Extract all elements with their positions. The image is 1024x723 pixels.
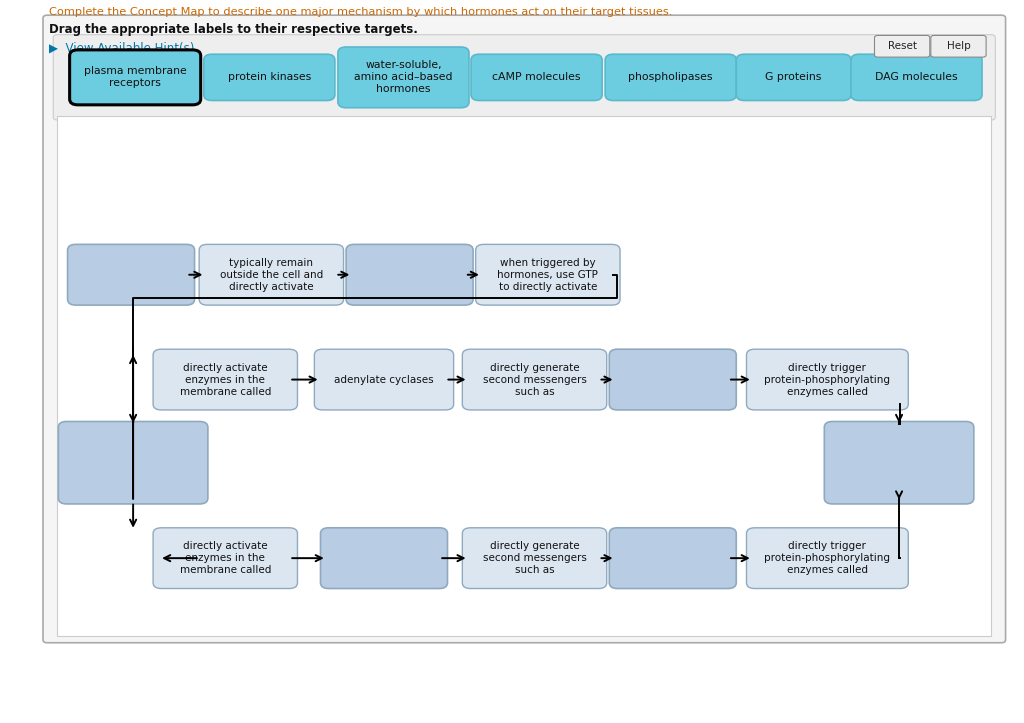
Text: Reset: Reset bbox=[888, 41, 916, 51]
Text: cAMP molecules: cAMP molecules bbox=[493, 72, 581, 82]
Text: Drag the appropriate labels to their respective targets.: Drag the appropriate labels to their res… bbox=[49, 23, 418, 36]
FancyBboxPatch shape bbox=[851, 54, 982, 100]
FancyBboxPatch shape bbox=[609, 528, 736, 589]
FancyBboxPatch shape bbox=[609, 349, 736, 410]
FancyBboxPatch shape bbox=[346, 244, 473, 305]
FancyBboxPatch shape bbox=[154, 528, 297, 589]
Text: directly generate
second messengers
such as: directly generate second messengers such… bbox=[482, 541, 587, 576]
FancyBboxPatch shape bbox=[204, 54, 335, 100]
FancyBboxPatch shape bbox=[471, 54, 602, 100]
FancyBboxPatch shape bbox=[154, 349, 297, 410]
FancyBboxPatch shape bbox=[53, 35, 995, 120]
Text: when triggered by
hormones, use GTP
to directly activate: when triggered by hormones, use GTP to d… bbox=[498, 257, 598, 292]
Text: plasma membrane
receptors: plasma membrane receptors bbox=[84, 67, 186, 88]
Text: water-soluble,
amino acid–based
hormones: water-soluble, amino acid–based hormones bbox=[354, 60, 453, 95]
FancyBboxPatch shape bbox=[321, 528, 447, 589]
FancyBboxPatch shape bbox=[314, 349, 454, 410]
Text: directly trigger
protein-phosphorylating
enzymes called: directly trigger protein-phosphorylating… bbox=[764, 362, 891, 397]
FancyBboxPatch shape bbox=[58, 422, 208, 504]
FancyBboxPatch shape bbox=[43, 15, 1006, 643]
Text: directly trigger
protein-phosphorylating
enzymes called: directly trigger protein-phosphorylating… bbox=[764, 541, 891, 576]
FancyBboxPatch shape bbox=[824, 422, 974, 504]
FancyBboxPatch shape bbox=[736, 54, 851, 100]
Text: Help: Help bbox=[946, 41, 971, 51]
FancyBboxPatch shape bbox=[70, 50, 201, 105]
Text: phospholipases: phospholipases bbox=[629, 72, 713, 82]
FancyBboxPatch shape bbox=[199, 244, 344, 305]
FancyBboxPatch shape bbox=[463, 349, 606, 410]
FancyBboxPatch shape bbox=[475, 244, 621, 305]
Text: directly activate
enzymes in the
membrane called: directly activate enzymes in the membran… bbox=[179, 541, 271, 576]
Text: protein kinases: protein kinases bbox=[227, 72, 311, 82]
Text: directly activate
enzymes in the
membrane called: directly activate enzymes in the membran… bbox=[179, 362, 271, 397]
FancyBboxPatch shape bbox=[931, 35, 986, 57]
FancyBboxPatch shape bbox=[463, 528, 606, 589]
Text: ▶  View Available Hint(s): ▶ View Available Hint(s) bbox=[49, 42, 195, 55]
Text: G proteins: G proteins bbox=[765, 72, 822, 82]
FancyBboxPatch shape bbox=[746, 349, 908, 410]
Text: directly generate
second messengers
such as: directly generate second messengers such… bbox=[482, 362, 587, 397]
Text: typically remain
outside the cell and
directly activate: typically remain outside the cell and di… bbox=[220, 257, 323, 292]
FancyBboxPatch shape bbox=[57, 116, 991, 636]
Text: DAG molecules: DAG molecules bbox=[876, 72, 957, 82]
FancyBboxPatch shape bbox=[68, 244, 195, 305]
FancyBboxPatch shape bbox=[605, 54, 736, 100]
FancyBboxPatch shape bbox=[874, 35, 930, 57]
FancyBboxPatch shape bbox=[746, 528, 908, 589]
Text: adenylate cyclases: adenylate cyclases bbox=[334, 375, 434, 385]
Text: Complete the Concept Map to describe one major mechanism by which hormones act o: Complete the Concept Map to describe one… bbox=[49, 7, 673, 17]
FancyBboxPatch shape bbox=[338, 47, 469, 108]
